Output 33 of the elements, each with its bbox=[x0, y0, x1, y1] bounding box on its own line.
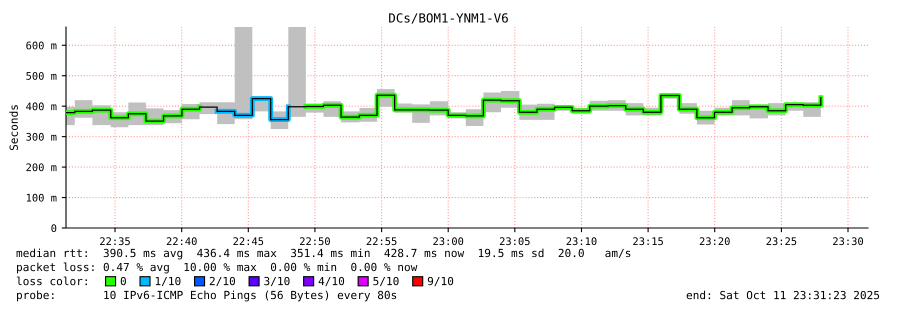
x-tick-label: 22:50 bbox=[300, 237, 330, 246]
x-tick-label: 23:25 bbox=[766, 237, 796, 246]
text: median rtt: 390.5 ms avg 436.4 ms max 351.4 ms min 428.7 ms now 19.5 ms sd 20.0 am/s bbox=[16, 248, 630, 260]
y-tick-label: 600 m bbox=[26, 42, 56, 50]
text: end: Sat Oct 11 23:31:23 2025 bbox=[686, 290, 880, 300]
legend-label: 1/10 bbox=[156, 276, 181, 286]
x-tick-label: 23:00 bbox=[433, 237, 464, 246]
y-tick-label: 0 bbox=[51, 224, 56, 232]
y-axis-title: Seconds bbox=[9, 105, 18, 150]
x-tick-label: 23:15 bbox=[633, 237, 663, 246]
x-tick-label: 23:05 bbox=[500, 237, 530, 246]
legend-label: 2/10 bbox=[210, 276, 236, 286]
y-tick-label: 100 m bbox=[26, 194, 56, 202]
x-tick-label: 22:55 bbox=[366, 237, 396, 246]
x-tick-label: 22:45 bbox=[233, 237, 264, 246]
x-tick-label: 22:35 bbox=[100, 237, 130, 246]
legend-label: 0 bbox=[120, 276, 126, 286]
legend-label: 3/10 bbox=[264, 276, 290, 286]
y-tick-label: 500 m bbox=[26, 72, 56, 80]
x-tick-label: 23:10 bbox=[566, 237, 597, 246]
y-tick-label: 200 m bbox=[26, 163, 56, 172]
legend-label: 4/10 bbox=[318, 276, 344, 286]
legend-label: 9/10 bbox=[428, 276, 454, 286]
legend-label: 5/10 bbox=[373, 276, 399, 286]
legend-title: loss color: bbox=[16, 276, 87, 286]
chart-title: DCs/BOM1-YNM1-V6 bbox=[389, 13, 508, 24]
x-tick-label: 22:40 bbox=[166, 237, 197, 246]
y-tick-label: 300 m bbox=[26, 132, 56, 141]
text: probe: 10 IPv6-ICMP Echo Pings (56 Bytes) every 80s bbox=[17, 290, 396, 302]
x-tick-label: 23:30 bbox=[833, 237, 864, 246]
y-tick-label: 400 m bbox=[26, 102, 56, 110]
x-tick-label: 23:20 bbox=[700, 237, 730, 246]
text: packet loss: 0.47 % avg 10.00 % max 0.00 % min 0.00 % now bbox=[17, 262, 418, 274]
